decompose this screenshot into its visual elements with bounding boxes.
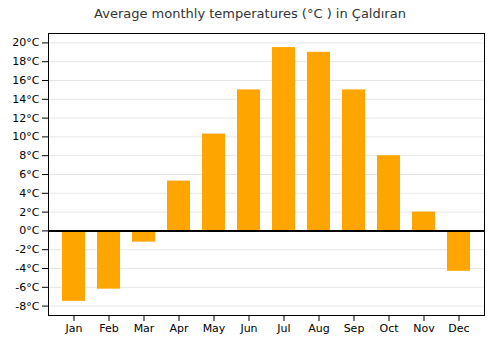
svg-text:-8°C: -8°C xyxy=(15,300,39,313)
svg-text:Sep: Sep xyxy=(344,322,365,335)
svg-text:12°C: 12°C xyxy=(12,112,39,125)
svg-text:Mar: Mar xyxy=(134,322,155,335)
svg-text:0°C: 0°C xyxy=(19,224,39,237)
svg-text:18°C: 18°C xyxy=(12,55,39,68)
svg-text:Jun: Jun xyxy=(239,322,257,335)
svg-text:20°C: 20°C xyxy=(12,36,39,49)
svg-text:Dec: Dec xyxy=(448,322,469,335)
svg-text:2°C: 2°C xyxy=(19,206,39,219)
svg-text:-6°C: -6°C xyxy=(15,281,39,294)
html-text:Average monthly temperatures (: Average monthly temperatures (°C ) in Ça… xyxy=(94,6,406,21)
svg-text:Nov: Nov xyxy=(413,322,435,335)
svg-text:May: May xyxy=(203,322,226,335)
svg-text:Aug: Aug xyxy=(308,322,329,335)
svg-text:14°C: 14°C xyxy=(12,93,39,106)
svg-text:-4°C: -4°C xyxy=(15,262,39,275)
svg-text:-2°C: -2°C xyxy=(15,243,39,256)
svg-text:Apr: Apr xyxy=(169,322,189,335)
svg-text:Jan: Jan xyxy=(65,322,83,335)
svg-text:8°C: 8°C xyxy=(19,149,39,162)
svg-text:16°C: 16°C xyxy=(12,74,39,87)
svg-text:4°C: 4°C xyxy=(19,187,39,200)
svg-text:Jul: Jul xyxy=(276,322,290,335)
svg-text:10°C: 10°C xyxy=(12,130,39,143)
svg-text:6°C: 6°C xyxy=(19,168,39,181)
svg-text:Feb: Feb xyxy=(99,322,118,335)
svg-text:Oct: Oct xyxy=(379,322,399,335)
